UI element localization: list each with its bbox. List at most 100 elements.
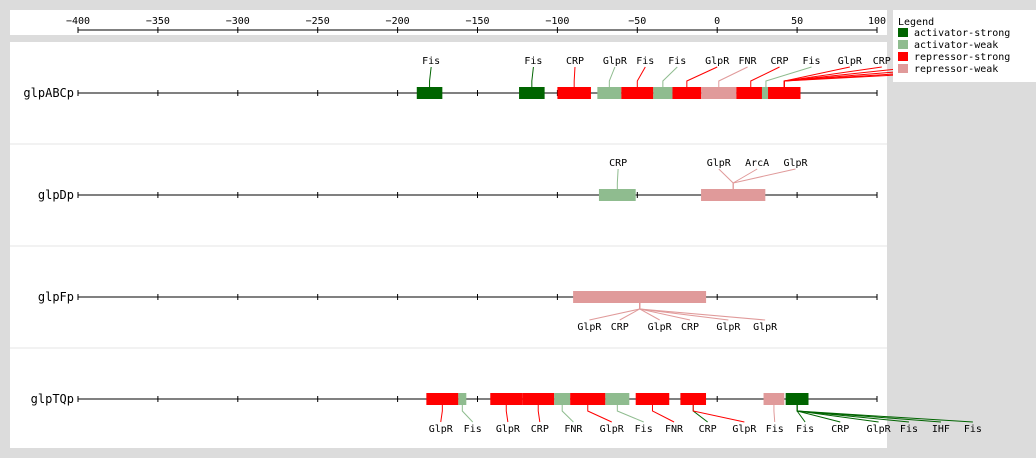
promoter-name[interactable]: glpFp (38, 290, 74, 304)
binding-site[interactable] (605, 393, 630, 405)
axis-tick-label: −400 (66, 16, 90, 27)
site-leader (796, 405, 973, 423)
site-leader (639, 303, 766, 321)
site-leader (692, 405, 745, 423)
site-label: GlpR (753, 322, 778, 333)
site-leader (765, 66, 812, 87)
legend-item-label: activator-weak (914, 40, 998, 51)
promoter-tracks: glpABCp Fis Fis CRP GlpR Fis Fis GlpR FNR CRP Fis G… (10, 56, 1036, 435)
binding-site[interactable] (554, 393, 571, 405)
site-label: GlpR (707, 158, 732, 169)
site-label: ArcA (745, 158, 769, 169)
binding-site[interactable] (597, 87, 622, 99)
site-leader (616, 405, 644, 423)
site-label: CRP (611, 322, 629, 333)
site-label: GlpR (429, 424, 454, 435)
site-label: CRP (699, 424, 717, 435)
legend-title: Legend (898, 17, 934, 28)
binding-site[interactable] (736, 87, 766, 99)
binding-site[interactable] (768, 87, 801, 99)
site-label: GlpR (577, 322, 602, 333)
site-label: FNR (564, 424, 583, 435)
site-label: CRP (566, 56, 584, 67)
site-label: Fis (964, 424, 982, 435)
binding-site[interactable] (519, 87, 545, 99)
promoter-name[interactable]: glpTQp (31, 392, 74, 406)
site-leader (561, 405, 574, 423)
axis-tick-label: −200 (386, 16, 410, 27)
site-label: GlpR (705, 56, 730, 67)
site-label: GlpR (648, 322, 673, 333)
site-label: Fis (796, 424, 814, 435)
axis-tick-label: −100 (545, 16, 569, 27)
site-label: CRP (873, 56, 891, 67)
site-label: FNR (665, 424, 684, 435)
legend-swatch (898, 40, 908, 49)
axis-tick-label: 50 (791, 16, 803, 27)
site-label: CRP (770, 56, 788, 67)
site-label: FNR (739, 56, 758, 67)
legend-box (893, 10, 1036, 82)
binding-site[interactable] (490, 393, 523, 405)
site-leader (573, 66, 576, 87)
site-label: GlpR (732, 424, 757, 435)
site-label: Fis (636, 56, 654, 67)
site-label: Fis (802, 56, 820, 67)
site-label: Fis (464, 424, 482, 435)
site-leader (616, 168, 619, 189)
legend-swatch (898, 52, 908, 61)
site-label: GlpR (603, 56, 628, 67)
site-leader (461, 405, 474, 423)
binding-site[interactable] (701, 87, 737, 99)
binding-site[interactable] (557, 87, 591, 99)
site-leader (732, 168, 796, 189)
binding-site[interactable] (573, 291, 707, 303)
binding-site[interactable] (426, 393, 459, 405)
binding-site[interactable] (416, 87, 443, 99)
binding-site[interactable] (635, 393, 670, 405)
site-leader (505, 405, 509, 423)
site-label: Fis (900, 424, 918, 435)
binding-site[interactable] (761, 87, 770, 99)
axis-tick-label: 0 (714, 16, 720, 27)
binding-site[interactable] (785, 393, 809, 405)
site-leader (686, 66, 718, 87)
axis-tick-label: −300 (226, 16, 250, 27)
binding-site[interactable] (672, 87, 702, 99)
binding-site[interactable] (763, 393, 785, 405)
axis-tick-label: 100 (868, 16, 886, 27)
legend-item-label: repressor-weak (914, 64, 998, 75)
legend-swatch (898, 64, 908, 73)
promoter-name[interactable]: glpDp (38, 188, 74, 202)
binding-site[interactable] (522, 393, 555, 405)
site-leader (440, 405, 443, 423)
axis-tick-label: −250 (306, 16, 330, 27)
site-label: IHF (932, 424, 950, 435)
site-leader (651, 405, 675, 423)
position-axis: −400 −350 −300 −250 −200 −150 −100 −50 0 50 100 (66, 16, 886, 33)
binding-site[interactable] (621, 87, 654, 99)
site-label: Fis (668, 56, 686, 67)
site-label: Fis (524, 56, 542, 67)
binding-site[interactable] (598, 189, 636, 201)
site-label: CRP (609, 158, 627, 169)
axis-tick-label: −50 (628, 16, 646, 27)
binding-site[interactable] (680, 393, 707, 405)
site-label: Fis (766, 424, 784, 435)
site-label: GlpR (496, 424, 521, 435)
site-label: GlpR (783, 158, 808, 169)
legend-item-label: activator-strong (914, 28, 1010, 39)
axis-tick-label: −350 (146, 16, 170, 27)
site-leader (662, 66, 678, 87)
promoter-name[interactable]: glpABCp (23, 86, 74, 100)
axis-tick-label: −150 (465, 16, 489, 27)
site-leader (537, 405, 541, 423)
binding-site[interactable] (653, 87, 673, 99)
binding-site[interactable] (458, 393, 467, 405)
binding-site[interactable] (570, 393, 606, 405)
binding-site[interactable] (701, 189, 766, 201)
site-label: Fis (422, 56, 440, 67)
site-leader (429, 66, 432, 87)
promoter-track-glpABCp: glpABCp Fis Fis CRP GlpR Fis Fis GlpR FNR CRP Fis G… (23, 56, 1036, 100)
